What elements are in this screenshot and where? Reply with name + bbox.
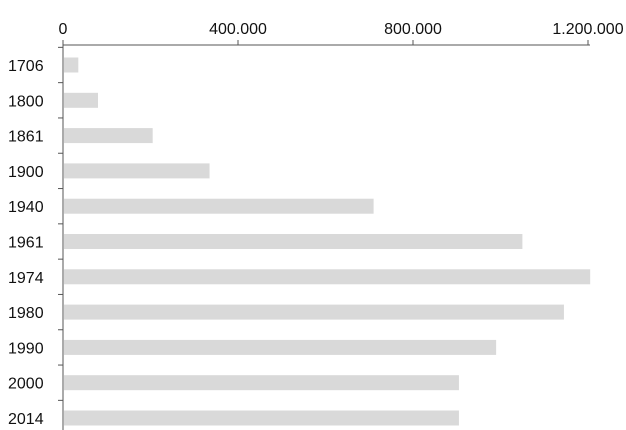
- bar-2000: [64, 375, 459, 391]
- bar-2014: [64, 410, 459, 426]
- x-tick-label: 1.200.000: [552, 21, 623, 38]
- x-tick-label: 0: [59, 21, 68, 38]
- y-tick-label: 1900: [8, 164, 44, 181]
- y-tick-label: 1974: [8, 270, 44, 287]
- bar-1980: [64, 304, 564, 320]
- x-axis: 0 400.000 800.000 1.200.000: [59, 21, 624, 46]
- x-tick-label: 400.000: [209, 21, 267, 38]
- y-tick-label: 1706: [8, 58, 44, 75]
- bar-1706: [64, 57, 79, 73]
- y-tick-label: 1861: [8, 129, 44, 146]
- y-tick-label: 2000: [8, 376, 44, 393]
- x-tick-label: 800.000: [384, 21, 442, 38]
- bars: [64, 57, 591, 426]
- bar-1940: [64, 198, 374, 214]
- bar-1974: [64, 269, 591, 285]
- bar-1900: [64, 163, 210, 179]
- bar-1990: [64, 339, 497, 355]
- y-axis: 1706 1800 1861 1900 1940 1961 1974 1980 1990 2000…: [8, 45, 64, 430]
- y-tick-label: 1990: [8, 340, 44, 357]
- y-tick-label: 1800: [8, 93, 44, 110]
- bar-1961: [64, 234, 523, 249]
- y-tick-label: 2014: [8, 411, 44, 428]
- bar-1800: [64, 92, 98, 108]
- y-tick-label: 1980: [8, 305, 44, 322]
- y-tick-label: 1961: [8, 235, 44, 252]
- y-tick-label: 1940: [8, 199, 44, 216]
- bar-1861: [64, 128, 153, 144]
